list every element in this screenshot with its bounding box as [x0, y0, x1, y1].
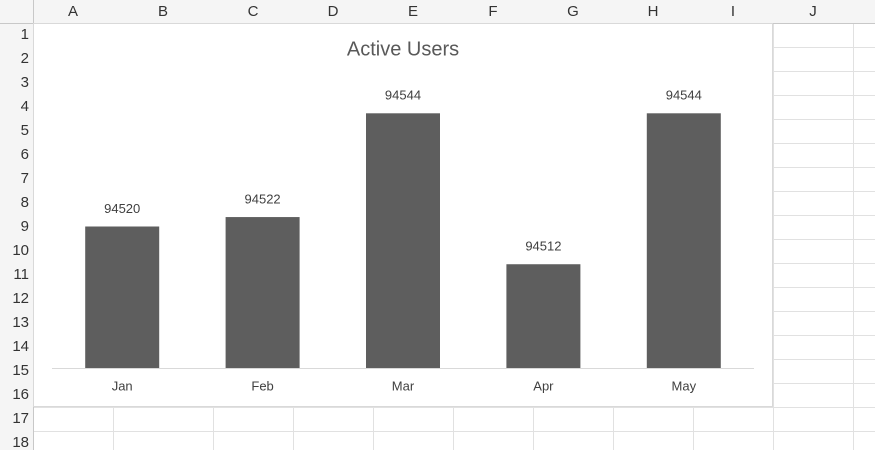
column-header: F — [488, 3, 497, 20]
x-tick-label: May — [672, 378, 697, 393]
column-header: I — [731, 3, 735, 20]
row-header: 5 — [21, 122, 29, 139]
x-tick-label: Apr — [533, 378, 554, 393]
row-header: 17 — [12, 410, 29, 427]
row-header: 1 — [21, 26, 29, 43]
row-header: 18 — [12, 434, 29, 450]
x-tick-label: Feb — [251, 378, 273, 393]
row-header: 16 — [12, 386, 29, 403]
data-label: 94544 — [385, 88, 421, 103]
column-header: G — [567, 3, 579, 20]
row-header: 6 — [21, 146, 29, 163]
data-label: 94512 — [525, 239, 561, 254]
bar — [646, 113, 721, 368]
row-header: 9 — [21, 218, 29, 235]
row-header: 3 — [21, 74, 29, 91]
column-header: A — [68, 3, 78, 20]
row-header: 12 — [12, 290, 29, 307]
column-header-bar — [0, 0, 875, 23]
column-header: E — [408, 3, 418, 20]
data-label: 94520 — [104, 201, 140, 216]
row-header: 4 — [21, 98, 29, 115]
data-label: 94522 — [245, 192, 281, 207]
x-tick-label: Jan — [112, 378, 133, 393]
bar — [506, 264, 581, 368]
row-header: 14 — [12, 338, 29, 355]
bar — [85, 226, 160, 368]
row-header: 11 — [13, 266, 29, 283]
column-header: B — [158, 3, 168, 20]
row-header: 8 — [21, 194, 29, 211]
row-header: 15 — [12, 362, 29, 379]
bar — [366, 113, 440, 368]
x-tick-label: Mar — [392, 378, 415, 393]
row-header: 10 — [12, 242, 29, 259]
row-header: 7 — [21, 170, 29, 187]
column-header: C — [248, 3, 259, 20]
chart-title: Active Users — [347, 38, 459, 60]
bar — [225, 217, 300, 368]
row-header: 13 — [12, 314, 29, 331]
row-header-bar — [0, 0, 33, 450]
column-header: H — [648, 3, 659, 20]
row-header: 2 — [21, 50, 29, 67]
column-header: D — [328, 3, 339, 20]
data-label: 94544 — [666, 88, 702, 103]
column-header: J — [809, 3, 817, 20]
